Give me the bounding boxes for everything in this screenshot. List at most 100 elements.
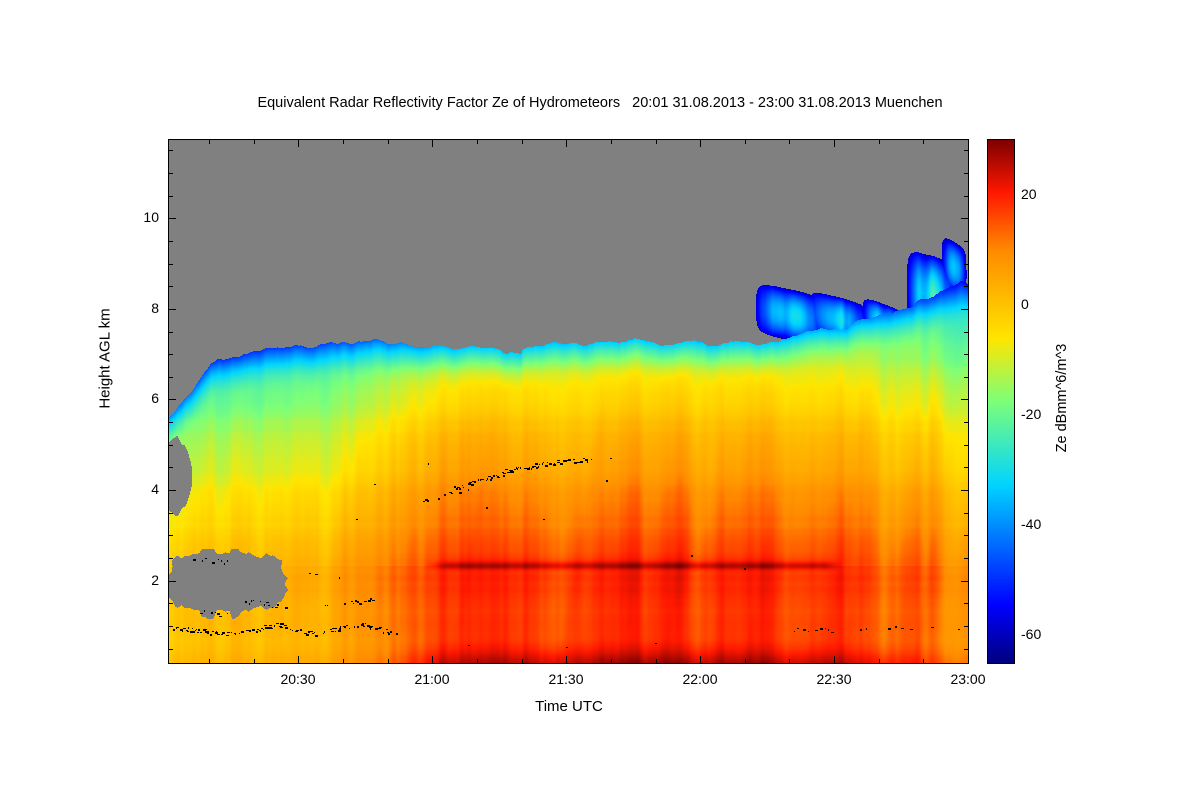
tick-mark — [254, 140, 255, 144]
tick-mark — [964, 558, 968, 559]
colorbar-tick-label: -20 — [1021, 406, 1042, 422]
colorbar-gradient — [988, 140, 1014, 663]
tick-mark — [964, 513, 968, 514]
tick-mark — [879, 140, 880, 144]
tick-mark — [964, 535, 968, 536]
tick-mark — [968, 656, 969, 663]
tick-mark — [209, 659, 210, 663]
tick-mark — [522, 140, 523, 144]
tick-mark — [169, 626, 173, 627]
tick-mark — [388, 659, 389, 663]
tick-mark — [964, 173, 968, 174]
tick-mark — [169, 309, 176, 310]
tick-mark — [169, 196, 173, 197]
tick-mark — [923, 659, 924, 663]
tick-mark — [964, 377, 968, 378]
y-tick-label: 8 — [151, 300, 159, 316]
tick-mark — [968, 140, 969, 147]
tick-mark — [964, 467, 968, 468]
tick-mark — [298, 656, 299, 663]
tick-mark — [477, 140, 478, 144]
y-tick-label: 4 — [151, 481, 159, 497]
tick-mark — [169, 264, 173, 265]
tick-mark — [961, 581, 968, 582]
tick-mark — [834, 140, 835, 147]
y-tick-label: 6 — [151, 390, 159, 406]
tick-mark — [964, 354, 968, 355]
tick-mark — [169, 535, 173, 536]
tick-mark — [169, 150, 173, 151]
tick-mark — [477, 659, 478, 663]
tick-mark — [745, 140, 746, 144]
tick-mark — [964, 241, 968, 242]
tick-mark — [834, 656, 835, 663]
tick-mark — [169, 513, 173, 514]
tick-mark — [169, 377, 173, 378]
tick-mark — [298, 140, 299, 147]
tick-mark — [923, 140, 924, 144]
x-tick-label: 20:30 — [280, 671, 316, 687]
page-title: Equivalent Radar Reflectivity Factor Ze … — [257, 95, 943, 111]
colorbar-tick-label: -60 — [1021, 626, 1042, 642]
tick-mark — [566, 140, 567, 147]
tick-mark — [964, 264, 968, 265]
radar-reflectivity-heatmap — [169, 140, 968, 663]
tick-mark — [879, 659, 880, 663]
colorbar-tick-label: -40 — [1021, 516, 1042, 532]
tick-mark — [343, 659, 344, 663]
tick-mark — [343, 140, 344, 144]
tick-mark — [656, 659, 657, 663]
tick-mark — [522, 659, 523, 663]
tick-mark — [169, 649, 173, 650]
colorbar-tick-label: 0 — [1021, 296, 1029, 312]
tick-mark — [745, 659, 746, 663]
colorbar-label: Ze dBmm^6/m^3 — [1054, 343, 1070, 453]
x-tick-label: 22:30 — [816, 671, 852, 687]
tick-mark — [964, 332, 968, 333]
colorbar-tick-label: 20 — [1021, 186, 1037, 202]
tick-mark — [961, 490, 968, 491]
tick-mark — [169, 399, 176, 400]
tick-mark — [964, 196, 968, 197]
tick-mark — [209, 140, 210, 144]
tick-mark — [964, 150, 968, 151]
tick-mark — [169, 241, 173, 242]
tick-mark — [964, 626, 968, 627]
tick-mark — [566, 656, 567, 663]
tick-mark — [432, 656, 433, 663]
tick-mark — [964, 286, 968, 287]
tick-mark — [789, 140, 790, 144]
tick-mark — [169, 173, 173, 174]
tick-mark — [964, 445, 968, 446]
tick-mark — [169, 445, 173, 446]
tick-mark — [388, 140, 389, 144]
tick-mark — [432, 140, 433, 147]
tick-mark — [169, 354, 173, 355]
tick-mark — [169, 467, 173, 468]
tick-mark — [169, 490, 176, 491]
tick-mark — [169, 603, 173, 604]
x-tick-label: 21:30 — [548, 671, 584, 687]
tick-mark — [964, 649, 968, 650]
tick-mark — [169, 286, 173, 287]
tick-mark — [169, 558, 173, 559]
tick-mark — [169, 332, 173, 333]
tick-mark — [964, 422, 968, 423]
tick-mark — [700, 140, 701, 147]
y-tick-label: 2 — [151, 572, 159, 588]
y-tick-label: 10 — [143, 209, 159, 225]
tick-mark — [254, 659, 255, 663]
tick-mark — [169, 218, 176, 219]
tick-mark — [169, 422, 173, 423]
x-tick-label: 23:00 — [950, 671, 986, 687]
tick-mark — [961, 218, 968, 219]
tick-mark — [169, 581, 176, 582]
tick-mark — [700, 656, 701, 663]
tick-mark — [964, 603, 968, 604]
tick-mark — [961, 309, 968, 310]
tick-mark — [611, 659, 612, 663]
tick-mark — [789, 659, 790, 663]
x-tick-label: 21:00 — [414, 671, 450, 687]
tick-mark — [656, 140, 657, 144]
